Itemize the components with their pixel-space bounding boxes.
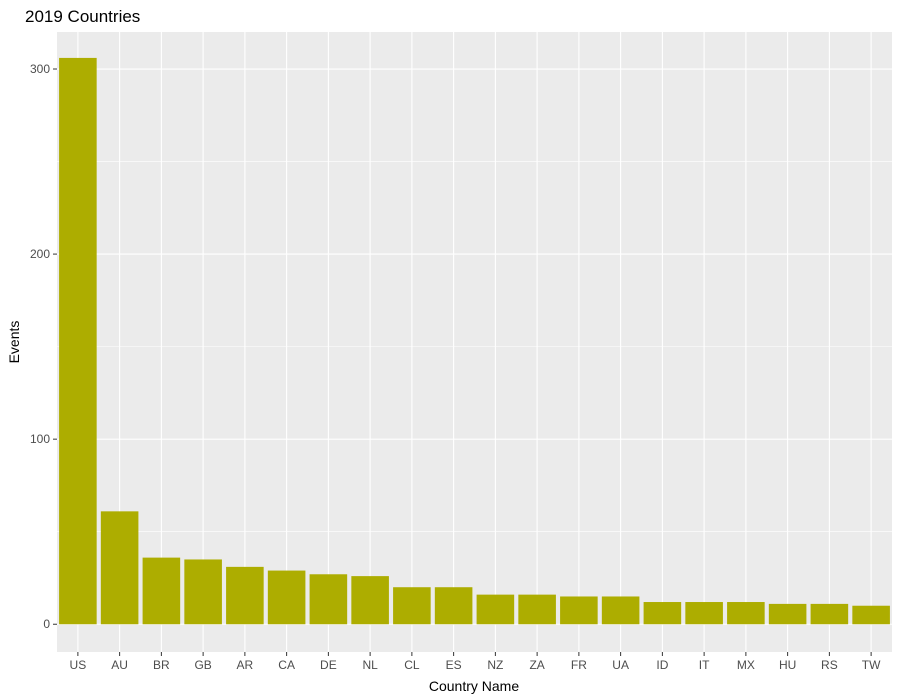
bar-tw [852, 605, 890, 625]
x-tick-label-br: BR [153, 658, 170, 672]
bar-ua [601, 596, 640, 625]
x-tick-label-au: AU [111, 658, 128, 672]
x-tick-label-fr: FR [571, 658, 587, 672]
x-axis-title: Country Name [429, 678, 519, 694]
y-axis-title: Events [6, 321, 22, 364]
bar-za [518, 594, 556, 625]
x-axis: US AU BR GB AR CA DE NL CL ES NZ ZA FR UA ID IT MX HU RS TW [70, 652, 881, 672]
bar-id [643, 602, 682, 625]
bar-ca [267, 570, 306, 625]
bar-au [100, 511, 139, 625]
bar-it [685, 602, 723, 625]
bar-es [434, 587, 473, 625]
x-tick-label-nz: NZ [487, 658, 503, 672]
bars-group [59, 57, 890, 625]
y-axis: 0 100 200 300 [30, 62, 57, 631]
x-tick-label-hu: HU [779, 658, 796, 672]
bar-hu [768, 603, 807, 625]
x-tick-label-id: ID [656, 658, 668, 672]
bar-cl [393, 587, 431, 625]
bar-fr [560, 596, 598, 625]
y-tick-label: 300 [30, 62, 50, 76]
chart-title: 2019 Countries [25, 7, 140, 26]
bar-ar [226, 566, 264, 625]
x-tick-label-rs: RS [821, 658, 838, 672]
bar-de [309, 574, 348, 625]
x-tick-label-es: ES [446, 658, 462, 672]
x-tick-label-tw: TW [862, 658, 881, 672]
bar-rs [810, 603, 849, 625]
bar-nl [351, 576, 389, 625]
bar-nz [476, 594, 515, 625]
x-tick-label-ua: UA [612, 658, 629, 672]
x-tick-label-cl: CL [404, 658, 420, 672]
x-tick-label-de: DE [320, 658, 337, 672]
y-tick-label: 200 [30, 247, 50, 261]
plot-panel [57, 32, 892, 652]
y-tick-label: 0 [43, 617, 50, 631]
bar-gb [184, 559, 222, 625]
x-tick-label-ar: AR [237, 658, 254, 672]
bar-br [142, 557, 181, 625]
y-tick-label: 100 [30, 432, 50, 446]
x-tick-label-ca: CA [278, 658, 295, 672]
x-tick-label-it: IT [699, 658, 710, 672]
major-gridlines [57, 32, 892, 652]
x-tick-label-za: ZA [529, 658, 544, 672]
bar-mx [727, 602, 765, 625]
bar-us [59, 57, 97, 625]
x-tick-label-gb: GB [194, 658, 211, 672]
minor-gridlines [57, 161, 892, 533]
x-tick-label-us: US [70, 658, 87, 672]
x-tick-label-mx: MX [737, 658, 755, 672]
x-tick-label-nl: NL [362, 658, 378, 672]
